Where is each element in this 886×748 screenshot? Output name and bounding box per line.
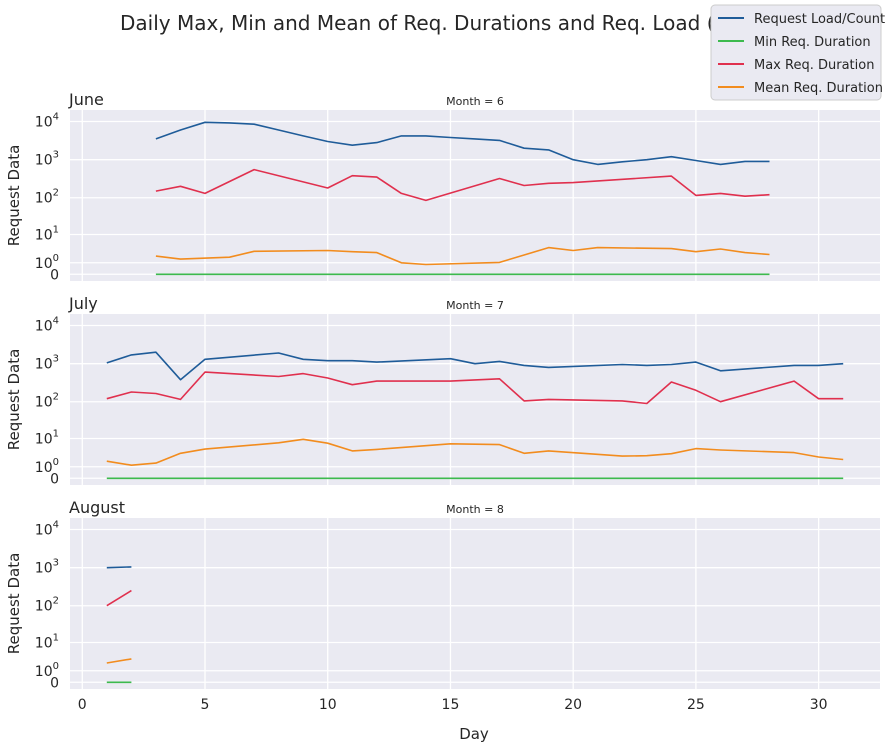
series-line: [106, 351, 844, 381]
x-tick-label: 15: [442, 697, 460, 713]
panel-title: June: [68, 90, 104, 109]
series-line: [106, 438, 844, 466]
x-tick-label: 25: [687, 697, 705, 713]
y-tick-label: 100: [35, 457, 59, 476]
series-line: [106, 566, 132, 569]
series-line: [155, 246, 770, 266]
legend-label: Request Load/Count: [754, 12, 885, 27]
y-tick-label: 102: [35, 188, 59, 207]
y-tick-label: 104: [35, 519, 59, 538]
legend-label: Max Req. Duration: [754, 58, 874, 73]
panel-subtitle: Month = 8: [446, 503, 504, 516]
x-tick-label: 10: [319, 697, 337, 713]
y-tick-label: 103: [35, 150, 59, 169]
panel-title: August: [69, 498, 125, 517]
y-tick-label: 101: [35, 632, 59, 651]
x-axis-label: Day: [459, 725, 489, 743]
series-line: [155, 168, 770, 202]
legend: Request Load/Count Min Req. Duration Max R…: [710, 4, 885, 101]
y-tick-label: 100: [35, 661, 59, 680]
legend-box: [710, 4, 882, 101]
y-axis-label: Request Data: [5, 145, 23, 247]
y-tick-label: 104: [35, 111, 59, 130]
series-line: [106, 589, 132, 607]
chart-title: Daily Max, Min and Mean of Req. Duration…: [120, 11, 779, 35]
series-line: [106, 658, 132, 664]
y-tick-label: 104: [35, 315, 59, 334]
series-line: [106, 371, 844, 405]
y-axis-label: Request Data: [5, 553, 23, 655]
y-tick-label: 0: [50, 267, 59, 283]
y-tick-label: 103: [35, 354, 59, 373]
y-tick-label: 101: [35, 428, 59, 447]
series-line: [155, 121, 770, 166]
plot-area: [70, 518, 880, 689]
plot-area: [70, 314, 880, 485]
x-tick-label: 0: [78, 697, 87, 713]
x-tick-label: 30: [810, 697, 828, 713]
y-axis-label: Request Data: [5, 349, 23, 451]
y-tick-label: 100: [35, 253, 59, 272]
legend-label: Mean Req. Duration: [754, 81, 883, 96]
y-tick-label: 102: [35, 392, 59, 411]
y-tick-label: 103: [35, 558, 59, 577]
x-tick-label: 20: [564, 697, 582, 713]
y-tick-label: 102: [35, 596, 59, 615]
y-tick-label: 0: [50, 471, 59, 487]
panel-subtitle: Month = 6: [446, 95, 504, 108]
legend-label: Min Req. Duration: [754, 35, 871, 50]
y-tick-label: 0: [50, 675, 59, 691]
panel-subtitle: Month = 7: [446, 299, 504, 312]
x-tick-label: 5: [201, 697, 210, 713]
y-tick-label: 101: [35, 224, 59, 243]
panel-title: July: [68, 294, 98, 313]
